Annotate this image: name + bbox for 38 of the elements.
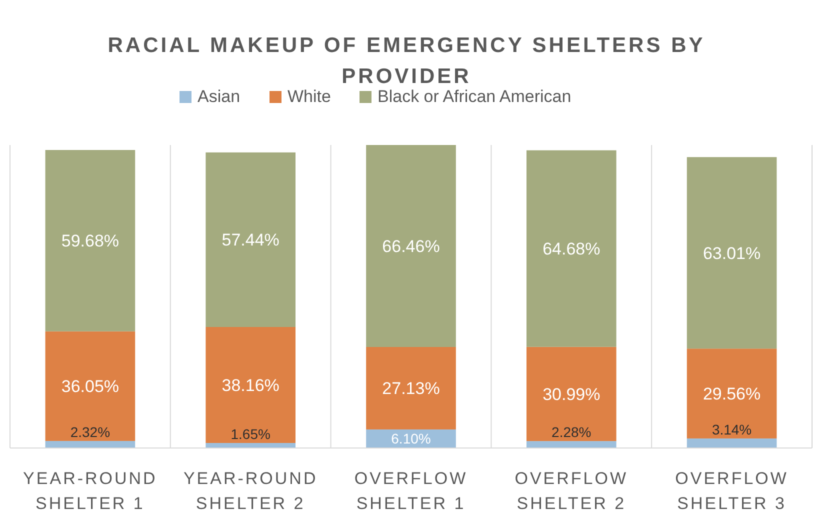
chart-title: RACIAL MAKEUP OF EMERGENCY SHELTERS BY PROVIDER	[108, 34, 706, 88]
data-label: 3.14%	[712, 421, 752, 438]
bar	[206, 442, 296, 448]
data-label: 38.16%	[222, 376, 280, 395]
data-label: 36.05%	[61, 377, 120, 396]
x-tick-label: YEAR-ROUND SHELTER 1	[23, 469, 158, 513]
data-label: 59.68%	[61, 232, 120, 251]
data-label: 64.68%	[542, 240, 600, 259]
x-tick-label: YEAR-ROUND SHELTER 2	[183, 469, 318, 513]
bar	[206, 327, 296, 443]
data-label: 66.46%	[382, 237, 440, 256]
bar	[45, 331, 136, 441]
bar	[366, 145, 456, 347]
data-label: 2.32%	[70, 424, 110, 440]
legend-label: Black or African American	[378, 87, 572, 106]
bar	[366, 347, 456, 430]
data-label: 27.13%	[382, 379, 440, 398]
bar	[526, 150, 616, 347]
bar	[686, 348, 777, 438]
data-label: 6.10%	[391, 430, 431, 447]
data-label: 2.28%	[552, 424, 592, 440]
bar	[206, 152, 296, 327]
bar	[526, 346, 616, 442]
data-label: 30.99%	[542, 384, 600, 404]
data-label: 29.56%	[702, 384, 761, 404]
bar	[526, 441, 616, 448]
data-label: 63.01%	[702, 244, 761, 263]
x-tick-label: OVERFLOW SHELTER 2	[514, 469, 628, 513]
x-tick-label: OVERFLOW SHELTER 1	[354, 469, 468, 513]
legend-label: White	[288, 87, 331, 106]
bar	[45, 440, 136, 448]
bar	[686, 157, 777, 349]
data-label: 57.44%	[222, 230, 280, 250]
legend-label: Asian	[198, 87, 240, 106]
bar	[686, 438, 777, 448]
data-label: 1.65%	[230, 426, 270, 442]
x-tick-label: OVERFLOW SHELTER 3	[675, 469, 788, 513]
bar	[45, 150, 136, 332]
